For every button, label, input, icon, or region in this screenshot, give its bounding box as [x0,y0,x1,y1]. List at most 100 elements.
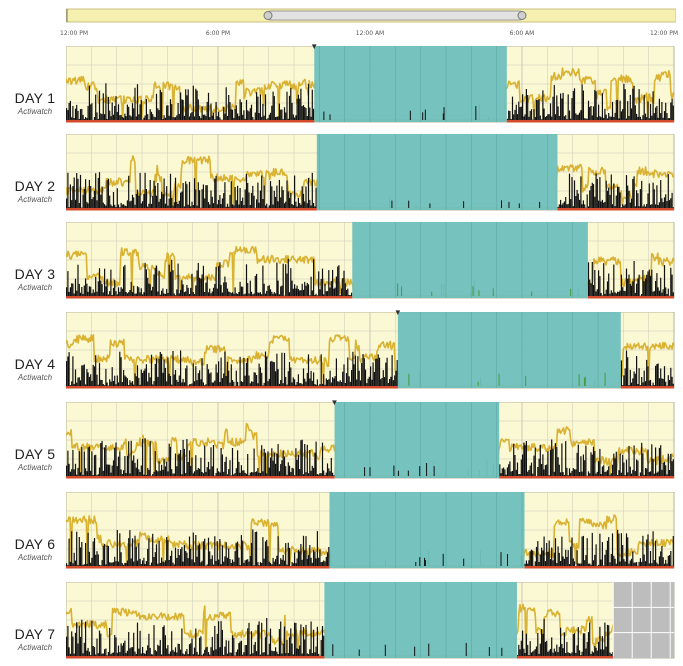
activity-bar [589,563,591,566]
activity-bar [269,563,272,566]
sleep-band [352,222,588,298]
activity-bar [648,183,650,208]
activity-bar [595,91,597,120]
activity-bar [326,380,329,386]
scrubber-handle-right[interactable] [517,11,527,20]
activity-bar [162,561,164,566]
activity-bar [120,202,122,208]
activity-bar [316,626,318,656]
activity-bar [129,473,131,476]
activity-bar [168,653,170,656]
activity-bar [254,372,256,386]
activity-bar [174,177,177,208]
activity-bar [139,472,141,476]
activity-bar [105,368,107,386]
scrubber-thumb[interactable] [267,10,523,21]
activity-bar [216,116,218,120]
activity-bar [102,202,104,208]
activity-bar [161,464,163,476]
sleep-activity-blip [477,381,479,386]
activity-bar [145,99,147,120]
activity-bar [237,541,239,566]
activity-bar [191,383,193,386]
scrubber-svg[interactable] [65,8,677,24]
day-row: DAY 3 Actiwatch [4,222,678,304]
activity-bar [605,180,607,208]
activity-bar [582,535,584,566]
activity-bar [557,652,559,656]
activity-bar [589,106,591,120]
activity-bar [297,289,299,296]
activity-bar [606,624,609,656]
activity-bar [233,637,235,656]
activity-bar [148,633,150,656]
timeline-scrubber[interactable] [65,8,677,24]
activity-bar [153,471,155,476]
activity-bar [320,640,322,656]
activity-bar [296,648,298,656]
activity-bar [548,540,550,566]
activity-bar [212,564,215,566]
activity-bar [307,654,310,656]
activity-bar [193,562,196,566]
activity-bar [637,116,639,120]
activity-bar [524,653,526,656]
activity-bar [301,439,303,476]
activity-bar [525,441,527,476]
activity-bar [237,649,239,656]
activity-bar [106,464,108,476]
activity-bar [638,89,640,120]
activity-bar [196,651,198,656]
activity-bar [500,473,502,476]
activity-bar [304,550,306,566]
activity-bar [311,380,313,386]
activity-bar [192,85,194,120]
activity-bar [622,385,624,386]
activity-bar [205,471,207,476]
activity-bar [328,468,330,476]
activity-bar [518,474,520,476]
activity-bar [280,197,282,208]
activity-bar [201,358,203,386]
activity-bar [67,450,69,476]
activity-bar [125,116,127,120]
activity-bar [72,105,74,120]
activity-bar [115,206,117,208]
activity-bar [263,558,265,566]
activity-bar [238,461,240,476]
activity-bar [614,112,616,120]
activity-bar [269,628,272,656]
activity-bar [600,201,602,208]
activity-bar [109,379,111,386]
activity-bar [580,655,582,656]
activity-bar [292,654,294,656]
activity-bar [193,178,196,208]
activity-bar [534,117,536,120]
activity-bar [79,636,82,656]
activity-bar [218,200,220,208]
activity-bar [188,536,191,566]
scrubber-handle-left[interactable] [263,11,273,20]
activity-bar [562,648,564,656]
activity-bar [239,188,241,208]
activity-bar [169,271,172,296]
activity-bar [639,558,641,566]
activity-bar [321,561,324,566]
activity-bar [634,206,636,208]
activity-bar [594,89,596,120]
activity-bar [205,185,207,208]
activity-bar [207,92,210,120]
activity-bar [320,354,322,386]
activity-bar [306,282,308,296]
activity-bar [109,195,111,208]
activity-bar [554,114,557,120]
activity-bar [644,278,647,296]
activity-bar [610,653,612,656]
activity-bar [245,363,248,386]
activity-bar [98,467,101,476]
activity-bar [324,561,326,566]
activity-bar [245,473,248,476]
activity-bar [173,374,175,386]
activity-bar [214,380,216,386]
activity-bar [633,176,635,208]
